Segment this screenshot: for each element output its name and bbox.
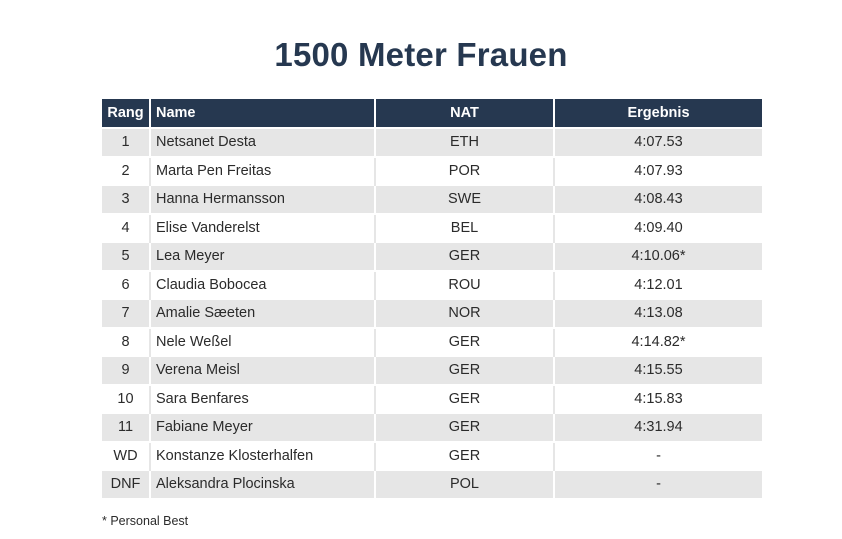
table-row: 10 Sara Benfares GER 4:15.83	[102, 383, 762, 413]
cell-nat: ROU	[375, 269, 555, 299]
table-row: 11 Fabiane Meyer GER 4:31.94	[102, 412, 762, 442]
cell-name: Hanna Hermansson	[150, 184, 376, 214]
cell-rank: 1	[102, 127, 151, 157]
cell-name: Marta Pen Freitas	[150, 155, 376, 185]
cell-nat: SWE	[375, 184, 555, 214]
cell-name: Fabiane Meyer	[150, 412, 376, 442]
cell-name: Claudia Bobocea	[150, 269, 376, 299]
cell-nat: BEL	[375, 212, 555, 242]
cell-name: Elise Vanderelst	[150, 212, 376, 242]
table-row: 7 Amalie Sæeten NOR 4:13.08	[102, 298, 762, 328]
header-name: Name	[150, 99, 376, 128]
cell-nat: GER	[375, 412, 555, 442]
cell-rank: 9	[102, 355, 151, 385]
table-row: WD Konstanze Klosterhalfen GER -	[102, 440, 762, 470]
cell-rank: 8	[102, 326, 151, 356]
cell-nat: ETH	[375, 127, 555, 157]
cell-nat: GER	[375, 383, 555, 413]
cell-rank: 4	[102, 212, 151, 242]
cell-name: Sara Benfares	[150, 383, 376, 413]
cell-nat: POL	[375, 469, 555, 498]
cell-result: 4:10.06*	[554, 241, 762, 271]
cell-rank: 3	[102, 184, 151, 214]
cell-rank: 2	[102, 155, 151, 185]
cell-name: Netsanet Desta	[150, 127, 376, 157]
table-row: DNF Aleksandra Plocinska POL -	[102, 469, 762, 498]
table-row: 2 Marta Pen Freitas POR 4:07.93	[102, 155, 762, 185]
cell-result: 4:07.93	[554, 155, 762, 185]
cell-name: Nele Weßel	[150, 326, 376, 356]
cell-nat: POR	[375, 155, 555, 185]
cell-nat: GER	[375, 440, 555, 470]
cell-result: -	[554, 469, 762, 498]
cell-name: Amalie Sæeten	[150, 298, 376, 328]
footnote: * Personal Best	[102, 514, 189, 528]
cell-rank: 11	[102, 412, 151, 442]
cell-rank: 7	[102, 298, 151, 328]
table-row: 6 Claudia Bobocea ROU 4:12.01	[102, 269, 762, 299]
table-row: 1 Netsanet Desta ETH 4:07.53	[102, 127, 762, 157]
cell-rank: 5	[102, 241, 151, 271]
table-row: 4 Elise Vanderelst BEL 4:09.40	[102, 212, 762, 242]
table-row: 5 Lea Meyer GER 4:10.06*	[102, 241, 762, 271]
cell-name: Konstanze Klosterhalfen	[150, 440, 376, 470]
cell-rank: 10	[102, 383, 151, 413]
cell-result: 4:14.82*	[554, 326, 762, 356]
header-result: Ergebnis	[554, 99, 762, 128]
header-nat: NAT	[375, 99, 555, 128]
cell-name: Verena Meisl	[150, 355, 376, 385]
cell-result: 4:15.55	[554, 355, 762, 385]
cell-rank: DNF	[102, 469, 151, 498]
results-table: Rang Name NAT Ergebnis 1 Netsanet Desta …	[102, 99, 762, 498]
cell-result: 4:08.43	[554, 184, 762, 214]
cell-result: 4:09.40	[554, 212, 762, 242]
page-title: 1500 Meter Frauen	[274, 36, 568, 73]
cell-result: 4:31.94	[554, 412, 762, 442]
table-row: 8 Nele Weßel GER 4:14.82*	[102, 326, 762, 356]
cell-nat: GER	[375, 241, 555, 271]
cell-result: 4:07.53	[554, 127, 762, 157]
table-row: 9 Verena Meisl GER 4:15.55	[102, 355, 762, 385]
cell-result: -	[554, 440, 762, 470]
cell-nat: NOR	[375, 298, 555, 328]
table-header-row: Rang Name NAT Ergebnis	[102, 99, 762, 128]
header-rank: Rang	[102, 99, 151, 128]
cell-rank: WD	[102, 440, 151, 470]
cell-nat: GER	[375, 355, 555, 385]
cell-name: Lea Meyer	[150, 241, 376, 271]
cell-name: Aleksandra Plocinska	[150, 469, 376, 498]
cell-result: 4:15.83	[554, 383, 762, 413]
table-row: 3 Hanna Hermansson SWE 4:08.43	[102, 184, 762, 214]
cell-result: 4:13.08	[554, 298, 762, 328]
cell-rank: 6	[102, 269, 151, 299]
cell-nat: GER	[375, 326, 555, 356]
cell-result: 4:12.01	[554, 269, 762, 299]
